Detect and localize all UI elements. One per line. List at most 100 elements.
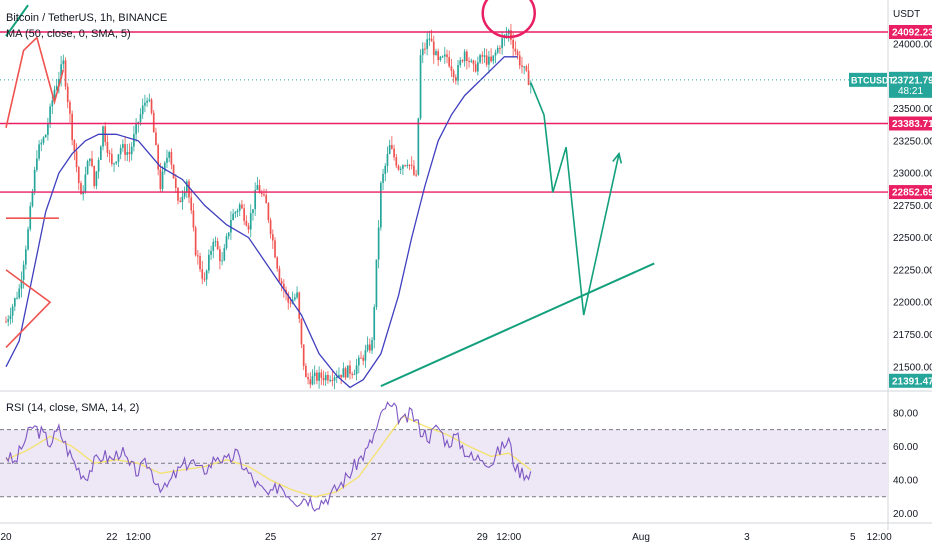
- candle-body: [13, 298, 16, 307]
- time-tick-label: 12:00: [126, 532, 151, 543]
- candle-body: [216, 241, 219, 250]
- candle-body: [437, 51, 440, 60]
- candle-body: [232, 213, 234, 221]
- rsi-tick-label: 60.00: [893, 442, 918, 453]
- candle-body: [159, 169, 162, 190]
- candle-body: [93, 165, 96, 187]
- candle-body: [408, 164, 411, 166]
- candle-body: [38, 144, 40, 159]
- candle-body: [329, 379, 331, 381]
- price-tick-label: 21500.00: [893, 362, 932, 373]
- candle-body: [219, 249, 221, 262]
- candle-body: [205, 270, 208, 280]
- candle-body: [305, 366, 307, 378]
- candle-body: [190, 197, 193, 211]
- price-tick-label: 21750.00: [893, 330, 932, 341]
- candle-body: [518, 55, 521, 66]
- candle-body: [183, 191, 186, 197]
- rsi-indicator-label: RSI (14, close, SMA, 14, 2): [6, 402, 140, 414]
- candle-body: [254, 189, 257, 210]
- candle-body: [313, 372, 316, 377]
- candle-body: [146, 100, 148, 103]
- candle-body: [208, 254, 210, 271]
- candle-body: [382, 173, 384, 183]
- candle-body: [364, 350, 367, 361]
- candle-body: [163, 162, 166, 172]
- level-price-tag: [889, 116, 932, 131]
- candle-body: [269, 220, 272, 235]
- candle-body: [333, 377, 336, 381]
- candle-body: [461, 60, 464, 62]
- candle-body: [196, 255, 199, 257]
- candle-body: [468, 60, 470, 62]
- candle-body: [331, 379, 334, 381]
- candle-body: [338, 374, 340, 378]
- candle-body: [340, 374, 343, 378]
- candle-body: [75, 151, 78, 168]
- candle-body: [516, 51, 519, 56]
- candle-body: [223, 247, 226, 261]
- candle-body: [102, 126, 104, 147]
- candle-body: [7, 319, 10, 322]
- candle-body: [5, 321, 7, 323]
- candle-body: [426, 39, 429, 49]
- candle-body: [278, 268, 281, 281]
- candle-body: [66, 86, 69, 103]
- level-price-tag: [889, 24, 932, 39]
- candle-body: [505, 34, 508, 36]
- candle-body: [9, 315, 12, 320]
- candle-body: [73, 140, 76, 152]
- pattern-line: [5, 35, 65, 128]
- time-tick-label: Aug: [632, 532, 650, 543]
- candle-body: [366, 344, 369, 351]
- candle-body: [128, 152, 131, 155]
- candle-body: [280, 280, 283, 284]
- candle-body: [397, 165, 400, 170]
- candle-body: [86, 161, 89, 175]
- candle-body: [166, 157, 168, 163]
- candle-body: [276, 257, 279, 269]
- candle-body: [443, 54, 446, 57]
- candle-body: [24, 249, 27, 265]
- candle-body: [435, 51, 437, 56]
- candle-body: [203, 278, 206, 280]
- candle-body: [485, 55, 488, 65]
- level-price-tag: [889, 185, 932, 200]
- candle-body: [33, 169, 36, 192]
- candle-body: [335, 377, 338, 379]
- symbol-title: Bitcoin / TetherUS, 1h, BINANCE: [6, 12, 168, 24]
- candle-body: [274, 240, 276, 258]
- candle-body: [463, 51, 466, 62]
- candle-body: [417, 118, 420, 175]
- candle-body: [150, 99, 153, 113]
- pattern-line: [5, 269, 52, 348]
- symbol-tag: [849, 72, 887, 87]
- candle-body: [324, 374, 327, 381]
- candle-body: [110, 154, 113, 165]
- candle-body: [192, 210, 195, 228]
- candle-body: [465, 51, 468, 61]
- candle-body: [260, 193, 263, 195]
- candle-body: [470, 60, 473, 62]
- candle-body: [51, 100, 54, 107]
- candle-body: [271, 234, 274, 241]
- candle-body: [16, 297, 18, 299]
- rsi-tick-label: 40.00: [893, 476, 918, 487]
- candle-body: [227, 232, 230, 237]
- candle-body: [373, 307, 376, 341]
- ma-indicator-label: MA (50, close, 0, SMA, 5): [6, 28, 131, 40]
- candle-body: [474, 64, 477, 72]
- candle-body: [499, 47, 501, 49]
- candle-body: [82, 191, 85, 195]
- projection-arrowhead: [612, 151, 623, 164]
- time-tick-label: 29: [477, 532, 489, 543]
- candle-body: [439, 56, 442, 60]
- candle-body: [384, 165, 387, 174]
- candle-body: [256, 185, 259, 190]
- candle-body: [311, 376, 314, 385]
- time-tick-label: 25: [265, 532, 277, 543]
- price-tick-label: 22500.00: [893, 233, 932, 244]
- candle-body: [49, 106, 51, 125]
- candle-body: [155, 132, 157, 146]
